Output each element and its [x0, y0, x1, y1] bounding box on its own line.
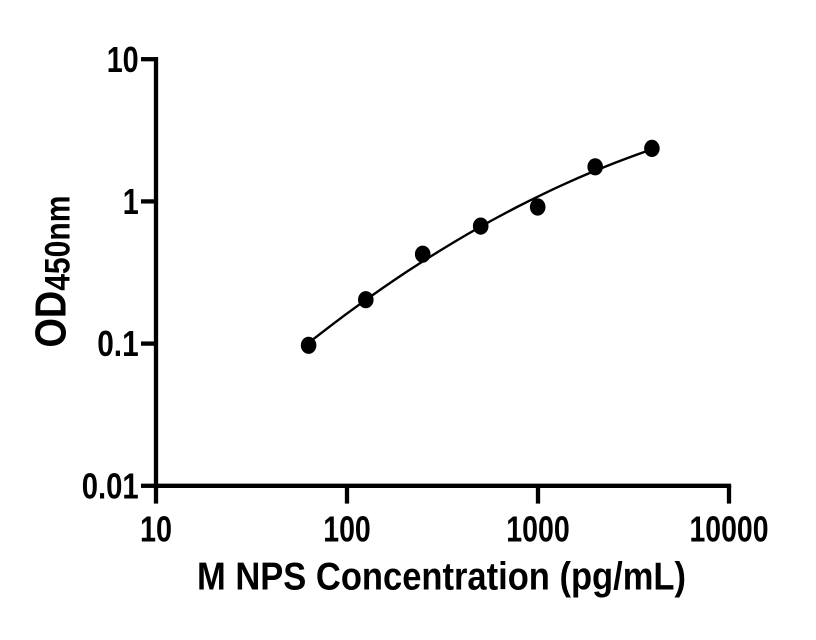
svg-text:0.01: 0.01	[82, 465, 139, 506]
svg-text:10000: 10000	[690, 509, 769, 550]
svg-text:1000: 1000	[506, 509, 570, 550]
svg-text:M NPS Concentration (pg/mL): M NPS Concentration (pg/mL)	[197, 556, 686, 599]
svg-text:10: 10	[107, 39, 139, 80]
svg-text:10: 10	[140, 509, 172, 550]
svg-text:1: 1	[123, 181, 139, 222]
svg-text:0.1: 0.1	[97, 323, 139, 364]
svg-text:100: 100	[323, 509, 371, 550]
